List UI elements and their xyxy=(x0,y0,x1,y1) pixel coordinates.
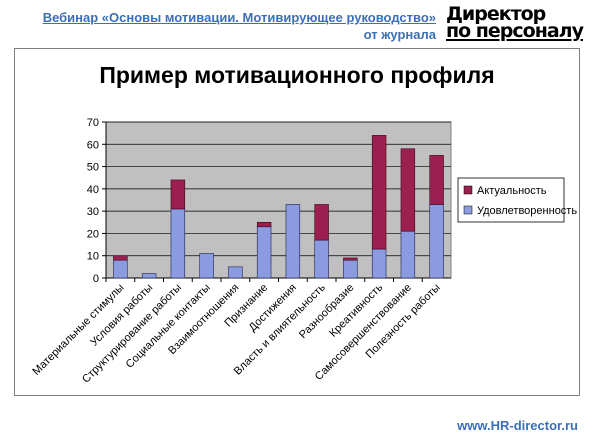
webinar-title-link[interactable]: Вебинар «Основы мотивации. Мотивирующее … xyxy=(42,10,436,25)
y-tick-label: 0 xyxy=(93,273,99,285)
legend-swatch xyxy=(463,205,473,215)
y-tick-label: 10 xyxy=(87,251,99,263)
bar-satisfaction xyxy=(199,253,214,279)
bar-satisfaction xyxy=(429,204,444,279)
footer-url-link[interactable]: www.HR-director.ru xyxy=(457,418,578,433)
journal-logo: Директор по персоналу xyxy=(446,3,584,42)
legend-label: Удовлетворенность xyxy=(477,205,577,217)
chart-title: Пример мотивационного профиля xyxy=(99,62,495,88)
journal-subtitle: от журнала xyxy=(363,27,436,42)
bar-actuality xyxy=(113,255,128,261)
bar-actuality xyxy=(400,148,416,232)
bar-actuality xyxy=(170,179,186,210)
bar-actuality xyxy=(429,155,444,205)
logo-line-2: по персоналу xyxy=(446,20,584,42)
bar-satisfaction xyxy=(256,226,272,279)
legend-swatch xyxy=(463,185,473,195)
bar-satisfaction xyxy=(285,204,301,279)
plot-area xyxy=(105,121,452,279)
y-tick-label: 30 xyxy=(87,206,99,218)
bar-actuality xyxy=(314,204,329,241)
bar-actuality xyxy=(256,221,272,228)
bar-satisfaction xyxy=(343,259,358,279)
legend-label: Актуальность xyxy=(477,185,547,197)
bar-actuality xyxy=(343,257,358,261)
y-tick-label: 20 xyxy=(87,228,99,240)
bar-satisfaction xyxy=(400,230,416,279)
bar-satisfaction xyxy=(371,248,387,279)
legend-box xyxy=(457,177,565,223)
bar-satisfaction xyxy=(170,208,186,279)
bar-satisfaction xyxy=(228,266,243,279)
bar-satisfaction xyxy=(141,273,157,279)
bar-actuality xyxy=(371,135,387,250)
bar-satisfaction xyxy=(113,259,128,279)
y-tick-label: 70 xyxy=(87,117,99,129)
y-tick-label: 50 xyxy=(87,162,99,174)
y-tick-label: 40 xyxy=(87,184,99,196)
logo-line-1: Директор xyxy=(446,3,546,25)
bar-satisfaction xyxy=(314,239,329,279)
y-tick-label: 60 xyxy=(87,139,99,151)
